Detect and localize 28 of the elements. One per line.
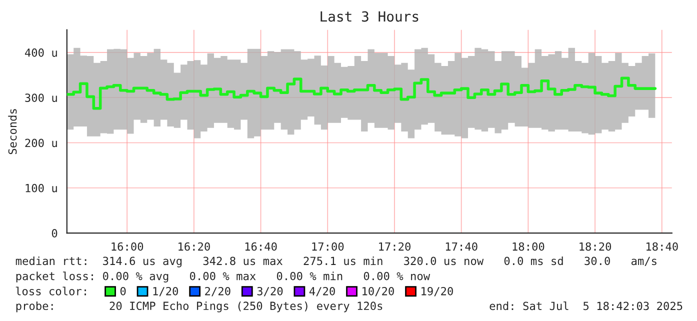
legend-label: 10/20 <box>362 286 394 296</box>
text: end: Sat Jul 5 18:42:03 2025 <box>490 301 682 310</box>
chart-title: Last 3 Hours <box>320 11 418 22</box>
text: packet loss: 0.00 % avg 0.00 % max 0.00 % min 0.00 % now <box>16 272 430 282</box>
legend-title: loss color: <box>16 286 86 296</box>
y-tick-label: 400 u <box>24 48 57 57</box>
x-tick-label: 18:40 <box>646 242 678 251</box>
x-tick-label: 17:00 <box>312 242 344 251</box>
y-tick-label: 300 u <box>25 94 57 102</box>
x-tick-label: 18:20 <box>580 242 612 251</box>
legend-label: 3/20 <box>257 286 283 296</box>
legend-label: 2/20 <box>205 286 230 296</box>
y-tick-label: 200 u <box>25 138 57 148</box>
y-axis-title: Seconds <box>8 109 17 154</box>
legend-label: 19/20 <box>422 286 453 296</box>
x-tick-label: 18:00 <box>512 242 544 251</box>
x-tick-label: 16:00 <box>112 242 144 251</box>
x-tick-label: 17:20 <box>379 242 410 251</box>
legend-label: 4/20 <box>309 286 335 296</box>
x-tick-label: 16:20 <box>178 242 210 251</box>
x-tick-label: 16:40 <box>245 242 277 251</box>
text: median rtt: 314.6 us avg 342.8 us max 275.1 us min 320.0 us now 0.0 ms sd 30.0 am/s <box>16 256 656 268</box>
y-tick-label: 100 u <box>26 184 57 192</box>
x-tick-label: 17:40 <box>446 242 478 251</box>
y-tick-label: 0 <box>52 229 58 238</box>
legend-label: 0 <box>120 286 126 296</box>
text: probe: 20 ICMP Echo Pings (250 Bytes) every 120s <box>16 301 382 312</box>
legend-label: 1/20 <box>153 286 178 296</box>
